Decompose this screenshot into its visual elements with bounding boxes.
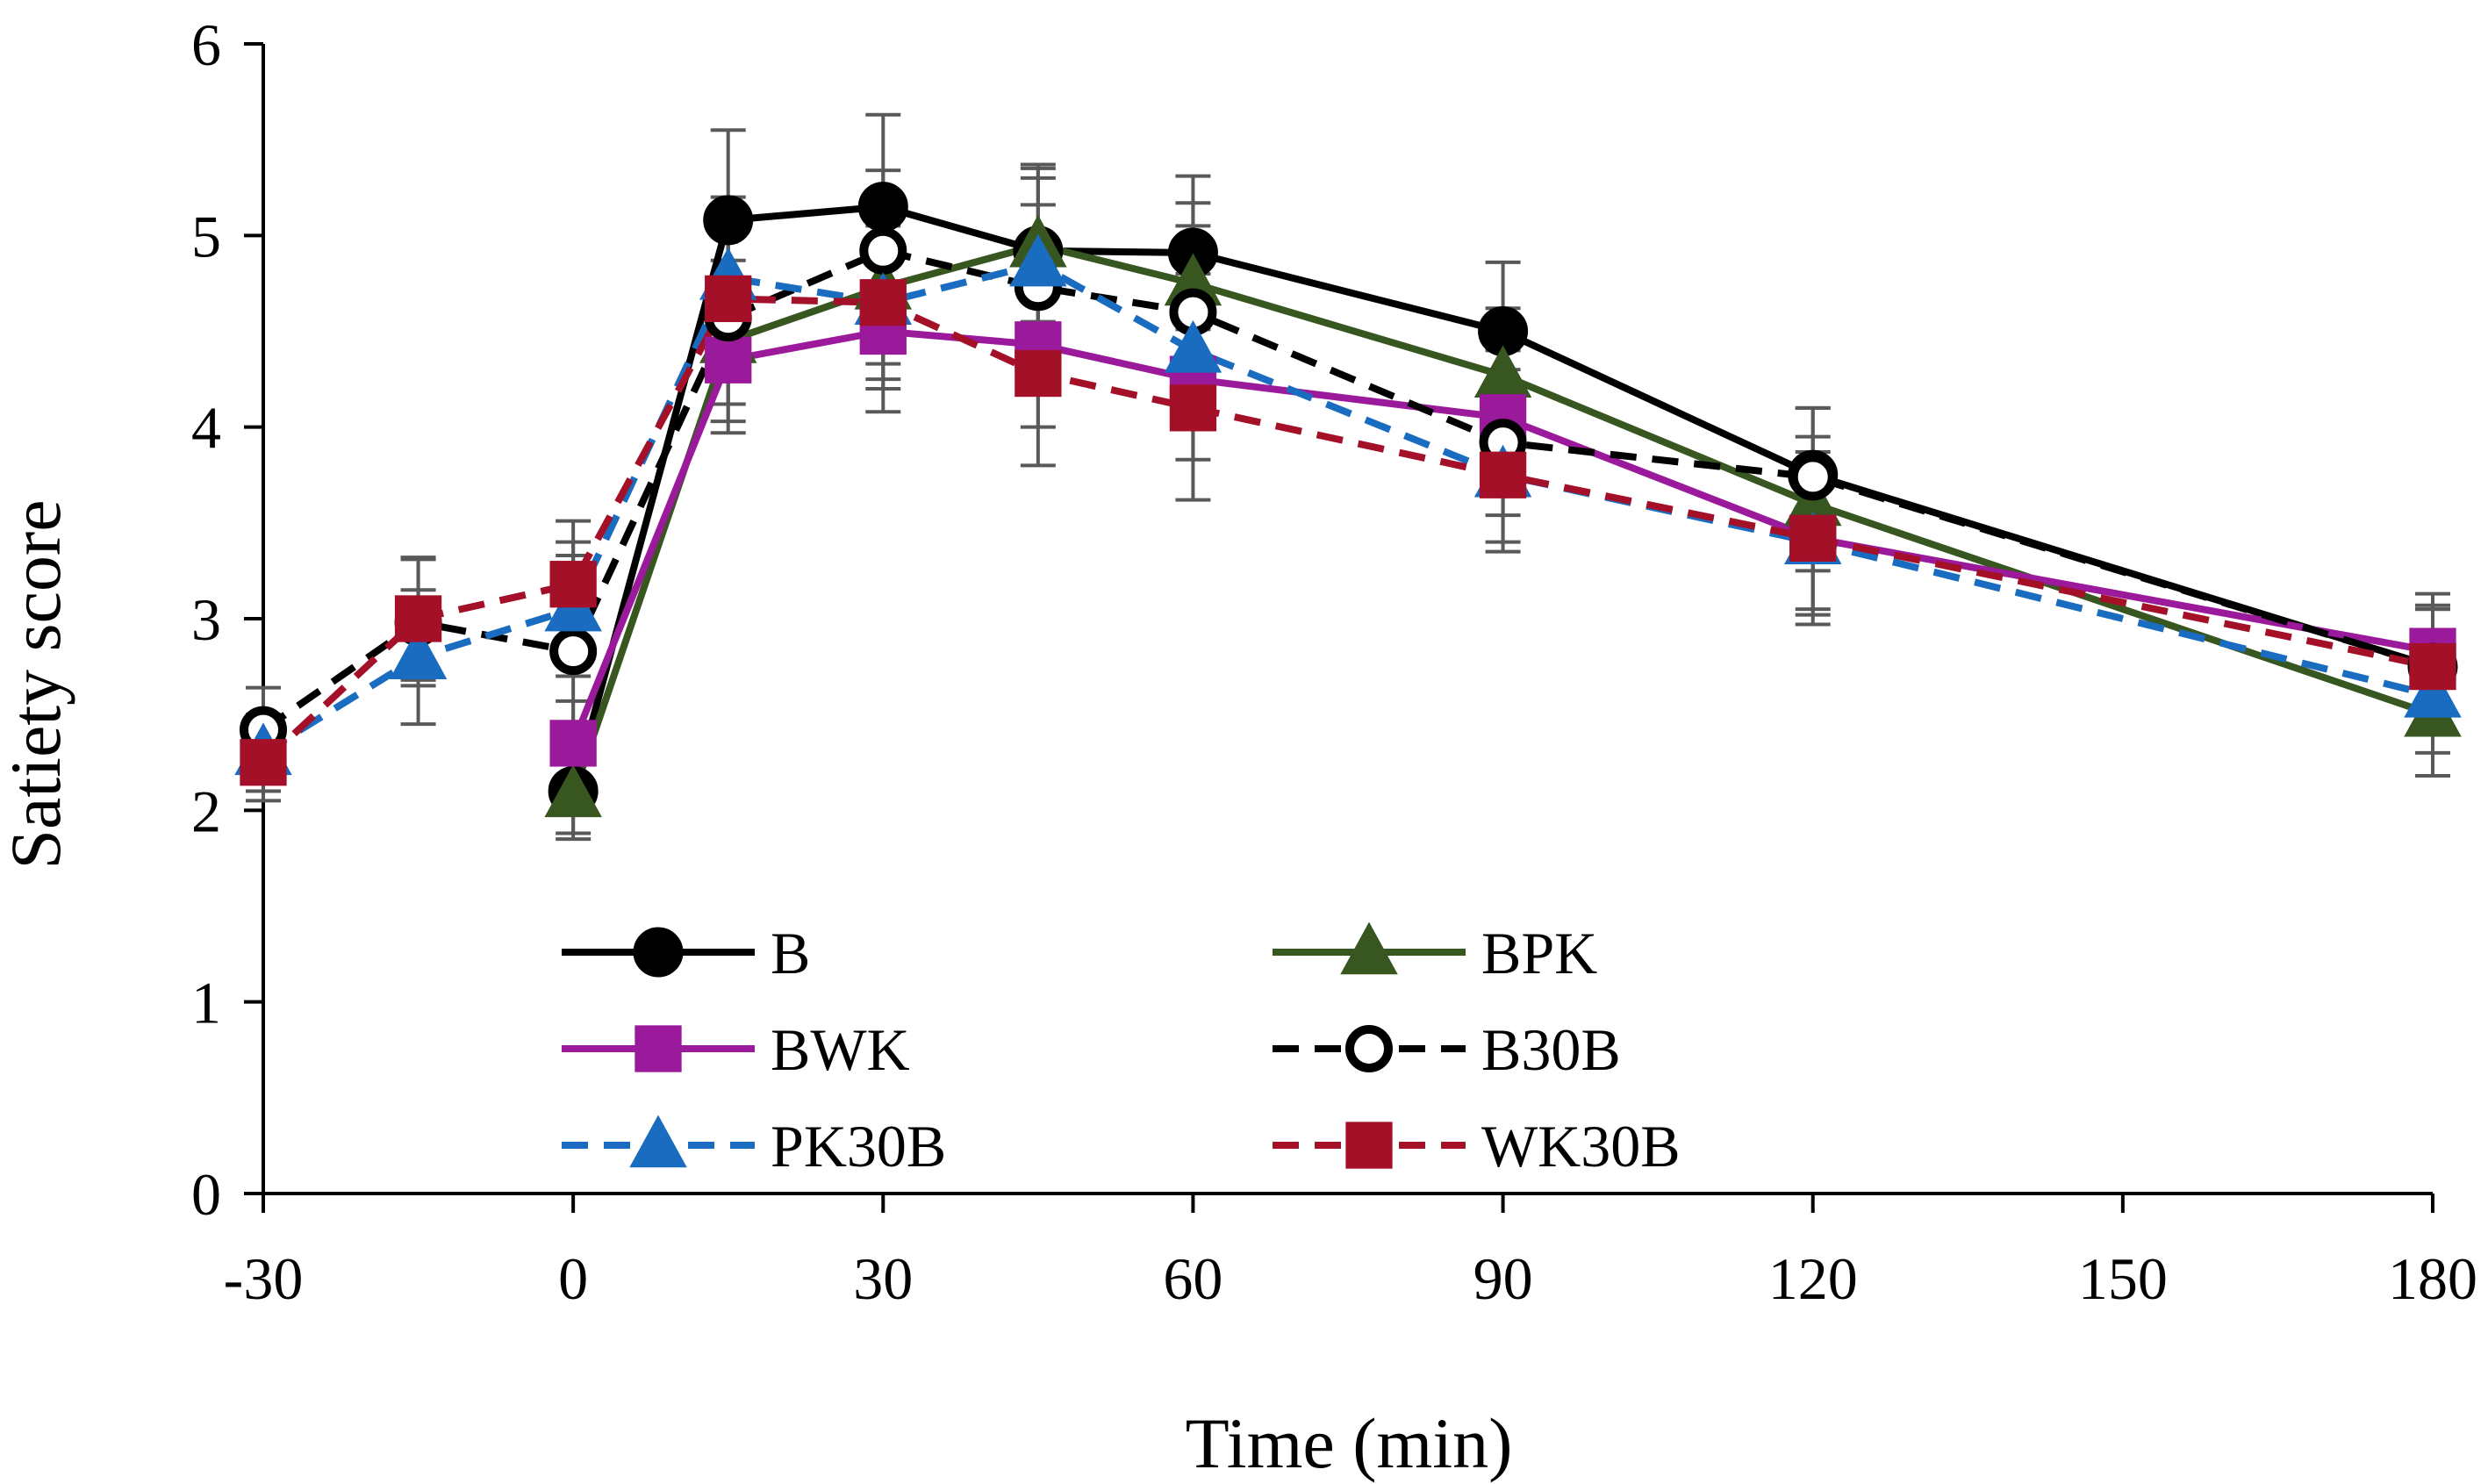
data-point-b30b [1789,453,1837,501]
data-point-b [703,195,754,246]
x-tick-label-60: 60 [1163,1245,1222,1312]
data-point-bwk [705,336,752,384]
data-point-wk30b [549,561,597,608]
y-axis-title: Satiety score [0,499,75,869]
y-tick-label-4: 4 [191,395,221,462]
series-line-bwk [570,327,2434,745]
y-tick-label-2: 2 [191,778,221,844]
data-point-pk30b [1164,319,1222,373]
data-point-wk30b [1789,514,1837,562]
legend-label-pk30b: PK30B [771,1113,946,1179]
legend-marker-bpk [1340,921,1398,975]
y-tick-label-6: 6 [191,11,221,78]
legend-label-b30b: B30B [1481,1016,1621,1083]
data-point-pk30b [389,627,448,679]
y-tick-label-3: 3 [191,586,221,653]
data-point-wk30b [1479,451,1527,498]
series-lines [261,203,2434,797]
series-line-wk30b [261,295,2434,765]
series-line-b30b [261,247,2434,733]
series-line-bpk [570,241,2434,797]
data-point-wk30b [859,279,907,326]
legend-marker-b30b [1345,1025,1393,1072]
data-point-b30b [859,226,907,275]
legend-label-bpk: BPK [1481,920,1597,986]
x-tick-label--30: -30 [224,1245,304,1312]
y-tick-label-1: 1 [191,970,221,1036]
data-point-wk30b [705,275,752,323]
x-tick-label-150: 150 [2078,1245,2168,1312]
series-line-pk30b [261,261,2434,756]
legend-marker-wk30b [1345,1122,1393,1169]
x-tick-label-180: 180 [2388,1245,2477,1312]
y-tick-label-0: 0 [191,1161,221,1228]
legend-label-bwk: BWK [771,1016,910,1083]
data-point-wk30b [394,595,442,642]
data-point-wk30b [1169,384,1217,432]
legend-marker-bwk [635,1025,682,1072]
series-markers [234,182,2462,818]
data-point-wk30b [2409,642,2456,691]
data-point-wk30b [1015,349,1062,398]
legend-marker-b [633,927,684,978]
x-tick-label-120: 120 [1768,1245,1858,1312]
x-tick-label-30: 30 [853,1245,913,1312]
data-point-pk30b [2404,664,2462,718]
x-tick-label-90: 90 [1473,1245,1533,1312]
data-point-wk30b [240,739,287,786]
data-point-pk30b [1009,233,1067,287]
legend-label-b: B [771,920,810,986]
data-point-bpk [544,764,602,818]
x-tick-label-0: 0 [558,1245,588,1312]
data-point-b30b [549,627,598,676]
y-tick-label-5: 5 [191,203,221,269]
data-point-b [857,182,908,233]
series-line-b [570,203,2434,792]
x-axis-title: Time (min) [1186,1403,1513,1483]
data-point-bwk [549,720,597,767]
legend-marker-pk30b [629,1115,687,1168]
legend: B BPK BWK B30B PK30B WK30B [562,920,1681,1179]
legend-label-wk30b: WK30B [1481,1113,1681,1179]
